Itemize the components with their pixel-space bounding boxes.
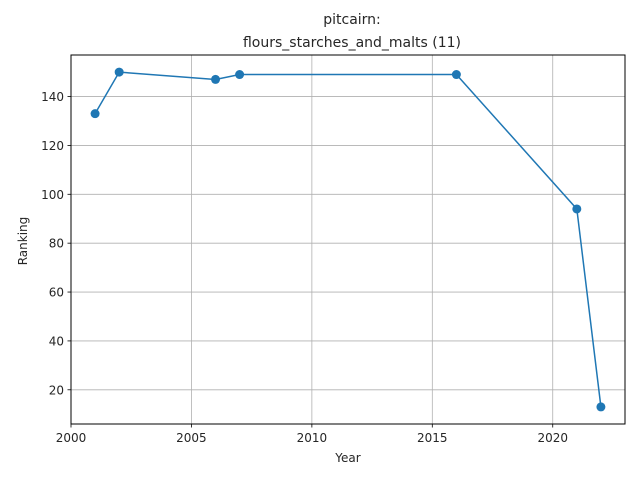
y-tick-label: 60	[49, 286, 64, 300]
data-point	[596, 402, 606, 412]
y-axis-label: Ranking	[16, 217, 30, 266]
series	[90, 67, 606, 412]
y-tick-label: 120	[41, 139, 64, 153]
x-tick-label: 2000	[56, 431, 87, 445]
data-point	[90, 109, 100, 119]
data-point	[211, 74, 221, 84]
data-point	[451, 70, 461, 80]
y-tick-label: 80	[49, 237, 64, 251]
x-axis-label: Year	[334, 451, 360, 465]
y-tick-label: 140	[41, 90, 64, 104]
x-tick-label: 2020	[537, 431, 568, 445]
x-tick-label: 2015	[417, 431, 448, 445]
data-point	[572, 204, 582, 214]
chart-title-line-1: pitcairn:	[323, 12, 381, 28]
grid	[70, 55, 625, 424]
y-tick-label: 100	[41, 188, 64, 202]
data-point	[114, 67, 124, 77]
x-tick-label: 2005	[176, 431, 207, 445]
chart-title-line-2: flours_starches_and_malts (11)	[243, 35, 461, 51]
y-tick-label: 20	[49, 383, 64, 397]
y-tick-label: 40	[49, 334, 64, 348]
data-point	[235, 70, 245, 80]
x-tick-label: 2010	[297, 431, 328, 445]
plot-frame	[70, 54, 626, 425]
